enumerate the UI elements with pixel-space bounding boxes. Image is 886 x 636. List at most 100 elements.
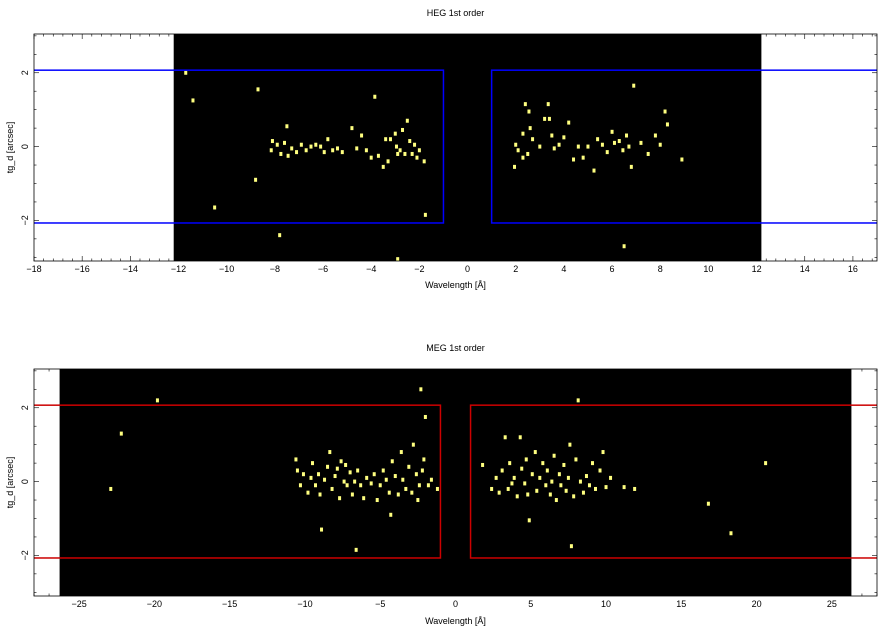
meg-point <box>435 486 439 491</box>
heg-x-axis-label: Wavelength [Å] <box>425 280 486 290</box>
meg-xtick-label: −25 <box>72 599 87 609</box>
meg-point <box>604 485 608 490</box>
meg-point <box>310 461 314 466</box>
heg-point <box>538 144 542 149</box>
meg-point <box>369 481 373 486</box>
heg-point <box>279 151 283 156</box>
heg-point <box>617 139 621 144</box>
meg-extraction-box <box>469 404 877 559</box>
heg-point <box>386 159 390 164</box>
heg-point <box>592 168 596 173</box>
heg-point <box>403 151 407 156</box>
meg-point <box>339 459 343 464</box>
heg-point <box>586 144 590 149</box>
meg-point <box>545 468 549 473</box>
heg-point <box>396 257 400 261</box>
meg-point <box>706 501 710 506</box>
meg-point <box>298 483 302 488</box>
heg-point <box>531 137 535 142</box>
heg-point <box>278 233 282 238</box>
heg-point <box>355 146 359 151</box>
heg-point <box>550 133 554 138</box>
meg-xtick-label: 25 <box>827 599 837 609</box>
heg-point <box>528 126 532 131</box>
meg-point <box>566 475 570 480</box>
meg-point <box>557 472 561 477</box>
heg-point <box>417 148 421 153</box>
meg-point <box>490 486 494 491</box>
meg-point <box>387 490 391 495</box>
heg-xtick-label: 10 <box>703 264 713 274</box>
meg-point <box>584 474 588 479</box>
heg-xtick-label: 16 <box>848 264 858 274</box>
heg-xtick-label: −12 <box>171 264 186 274</box>
meg-xtick-label: 5 <box>528 599 533 609</box>
meg-point <box>401 477 405 482</box>
meg-point <box>609 475 613 480</box>
meg-point <box>587 483 591 488</box>
heg-point <box>596 137 600 142</box>
heg-point <box>562 135 566 140</box>
meg-xtick-label: −10 <box>297 599 312 609</box>
heg-point <box>213 205 217 210</box>
meg-point <box>384 477 388 482</box>
meg-point <box>309 475 313 480</box>
meg-point <box>345 483 349 488</box>
heg-point <box>285 124 289 129</box>
heg-point <box>629 164 633 169</box>
heg-point <box>527 109 531 114</box>
heg-point <box>405 118 409 123</box>
heg-point <box>632 83 636 88</box>
heg-point <box>521 131 525 136</box>
meg-point <box>362 496 366 501</box>
meg-point <box>423 414 427 419</box>
meg-point <box>295 468 299 473</box>
heg-point <box>663 109 667 114</box>
heg-point <box>309 144 313 149</box>
meg-chart-title: MEG 1st order <box>426 343 485 353</box>
heg-xtick-label: −16 <box>75 264 90 274</box>
heg-point <box>557 142 561 147</box>
meg-point <box>572 494 576 499</box>
meg-point <box>510 481 514 486</box>
heg-xtick-label: 0 <box>465 264 470 274</box>
heg-ytick-label: −2 <box>20 215 30 225</box>
meg-point <box>481 462 485 467</box>
meg-point <box>426 483 430 488</box>
heg-point <box>369 155 373 160</box>
meg-point <box>119 431 123 436</box>
meg-point <box>541 461 545 466</box>
heg-xtick-label: −14 <box>123 264 138 274</box>
meg-point <box>524 457 528 462</box>
meg-point <box>328 450 332 455</box>
heg-point <box>610 129 614 134</box>
heg-point <box>376 153 380 158</box>
heg-point <box>526 151 530 156</box>
heg-point <box>269 148 273 153</box>
heg-point <box>627 144 631 149</box>
meg-point <box>326 464 330 469</box>
heg-xtick-label: 4 <box>561 264 566 274</box>
heg-xtick-label: −18 <box>26 264 41 274</box>
heg-xtick-label: −4 <box>366 264 376 274</box>
heg-boxes <box>34 69 877 224</box>
meg-point <box>301 472 305 477</box>
heg-ytick-label: 2 <box>20 70 30 75</box>
heg-point <box>295 150 299 155</box>
meg-point <box>109 486 113 491</box>
meg-xtick-label: −15 <box>222 599 237 609</box>
meg-point <box>518 435 522 440</box>
heg-point <box>401 127 405 132</box>
heg-axes-frame <box>33 33 878 262</box>
meg-point <box>564 488 568 493</box>
heg-point <box>546 102 550 107</box>
meg-point <box>320 527 324 532</box>
meg-point <box>764 461 768 466</box>
meg-point <box>535 488 539 493</box>
meg-y-axis-label: tg_d [arcsec] <box>5 457 15 509</box>
meg-ytick-label: −2 <box>20 550 30 560</box>
meg-exposure-region <box>59 369 852 596</box>
heg-point <box>388 137 392 142</box>
meg-point <box>414 472 418 477</box>
